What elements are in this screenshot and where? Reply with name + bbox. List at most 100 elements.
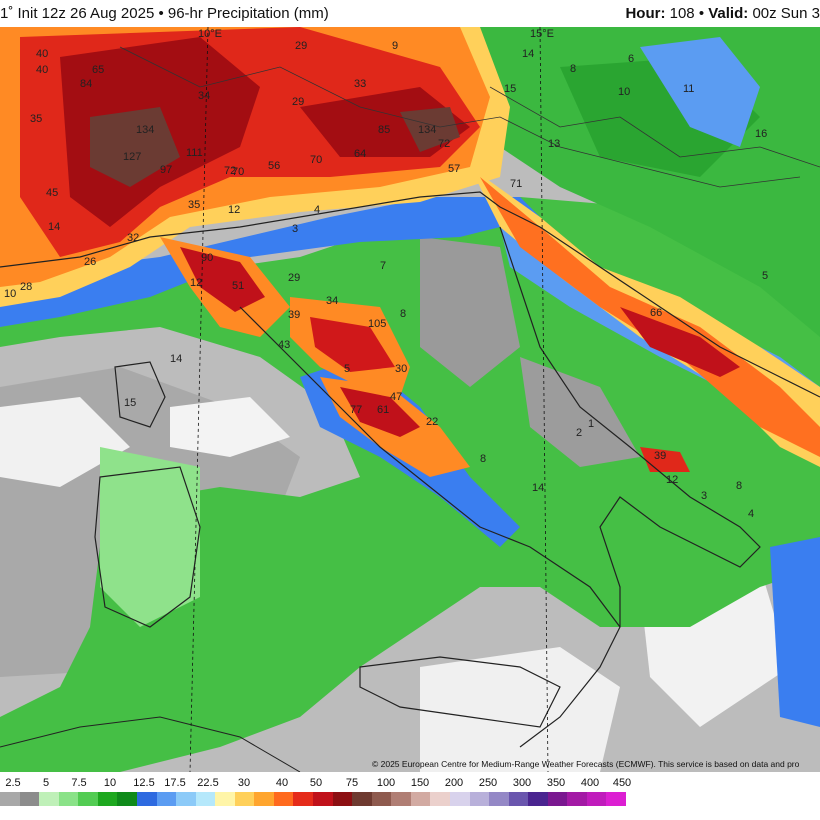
precip-value-label: 57	[448, 163, 460, 175]
sicily-outline	[359, 656, 561, 728]
legend-swatch	[586, 792, 607, 806]
precip-value-label: 12	[666, 474, 678, 486]
legend-swatch	[430, 792, 450, 806]
rain-red-liguria	[180, 247, 265, 312]
precip-value-label: 5	[762, 270, 768, 282]
precip-value-label: 134	[136, 124, 154, 136]
precip-value-label: 3	[292, 223, 298, 235]
precip-value-label: 15	[504, 83, 516, 95]
legend-label: 250	[478, 777, 498, 789]
precip-value-label: 4	[748, 508, 754, 520]
legend-swatch	[58, 792, 79, 806]
legend-swatch	[156, 792, 177, 806]
precip-value-label: 97	[160, 164, 172, 176]
corsica-outline	[114, 361, 166, 428]
rain-orange-dalmatia	[480, 177, 820, 457]
map-header: 1˚ Init 12z 26 Aug 2025 • 96-hr Precipit…	[0, 0, 820, 27]
legend-labels: 2.5 5 7.5 10 12.5 17.5 22.5 30 40 50 75 100 150 200 25…	[0, 777, 820, 791]
precip-value-label: 16	[755, 128, 767, 140]
precip-value-label: 84	[80, 78, 92, 90]
precip-value-label: 40	[36, 64, 48, 76]
precip-value-label: 29	[292, 96, 304, 108]
precip-value-label: 71	[510, 178, 522, 190]
legend-label: 450	[612, 777, 632, 789]
precip-value-label: 35	[188, 199, 200, 211]
rain-brown-core-east	[400, 107, 460, 152]
precip-value-label: 11	[683, 83, 694, 95]
legend-swatch	[332, 792, 353, 806]
meridian-label-10e: 10°E	[198, 28, 222, 40]
precip-value-label: 13	[548, 138, 560, 150]
ecmwf-credit: © 2025 European Centre for Medium-Range …	[372, 759, 800, 769]
coastline-north	[0, 191, 820, 398]
precip-value-label: 85	[378, 124, 390, 136]
legend-swatch	[176, 792, 196, 806]
legend-label: 150	[410, 777, 430, 789]
precip-value-label: 6	[628, 53, 634, 65]
precip-value-label: 30	[395, 363, 407, 375]
legend-swatch	[234, 792, 255, 806]
legend-swatch	[508, 792, 529, 806]
valid-label: Valid:	[708, 5, 749, 22]
precip-value-label: 66	[650, 307, 662, 319]
sardinia-outline	[94, 466, 201, 628]
legend-label: 200	[444, 777, 464, 789]
legend-swatch	[97, 792, 118, 806]
rain-blue-north	[0, 197, 540, 327]
legend-swatch	[449, 792, 470, 806]
rain-brown-core-west	[90, 107, 180, 187]
valid-value: 00z Sun 3	[752, 5, 820, 22]
precip-value-label: 29	[288, 272, 300, 284]
legend-swatch	[547, 792, 568, 806]
legend-swatch	[195, 792, 216, 806]
precip-value-label: 61	[377, 404, 389, 416]
precip-value-label: 34	[198, 90, 210, 102]
precip-value-label: 8	[400, 308, 406, 320]
precip-value-label: 65	[92, 64, 104, 76]
legend-swatch	[410, 792, 431, 806]
precip-value-label: 40	[36, 48, 48, 60]
precip-value-label: 4	[314, 204, 320, 216]
precip-value-label: 39	[288, 309, 300, 321]
coastline-italy-west	[239, 306, 621, 748]
rain-red-dalmatia	[620, 307, 740, 377]
precip-value-label: 1	[588, 418, 594, 430]
legend-swatch	[273, 792, 294, 806]
precip-value-label: 70	[310, 154, 322, 166]
coastline-africa	[0, 716, 301, 772]
precip-value-label: 8	[736, 480, 742, 492]
precip-value-label: 39	[654, 450, 666, 462]
dry-apulia	[520, 357, 640, 467]
precip-value-label: 14	[522, 48, 534, 60]
border-alps	[119, 46, 801, 188]
legend-label: 17.5	[164, 777, 186, 789]
legend-swatch	[0, 792, 20, 806]
precip-value-label: 72	[224, 165, 236, 177]
precipitation-map[interactable]: 10°E 15°E 40 40 65 84 35 34 29 29 33 9 14 8 6 10 11 16 1…	[0, 27, 820, 772]
precip-value-label: 43	[278, 339, 290, 351]
meridian-10e	[189, 27, 209, 772]
legend-swatch	[39, 792, 59, 806]
legend-label: 22.5	[197, 777, 219, 789]
legend-label: 7.5	[71, 777, 87, 789]
precip-value-label: 8	[570, 63, 576, 75]
legend-label: 400	[580, 777, 600, 789]
precip-value-label: 5	[344, 363, 350, 375]
legend-swatch	[78, 792, 98, 806]
white-area-south	[420, 647, 620, 772]
precip-value-label: 22	[426, 416, 438, 428]
legend-label: 75	[345, 777, 359, 789]
precip-value-label: 26	[84, 256, 96, 268]
precip-value-label: 64	[354, 148, 366, 160]
precip-value-label: 127	[123, 151, 141, 163]
legend-label: 40	[275, 777, 289, 789]
legend-swatch	[215, 792, 235, 806]
legend-swatch	[528, 792, 548, 806]
precip-value-label: 105	[368, 318, 386, 330]
legend-label: 350	[546, 777, 566, 789]
precip-value-label: 10	[618, 86, 630, 98]
meridian-15e	[539, 27, 549, 772]
legend-label: 10	[103, 777, 117, 789]
